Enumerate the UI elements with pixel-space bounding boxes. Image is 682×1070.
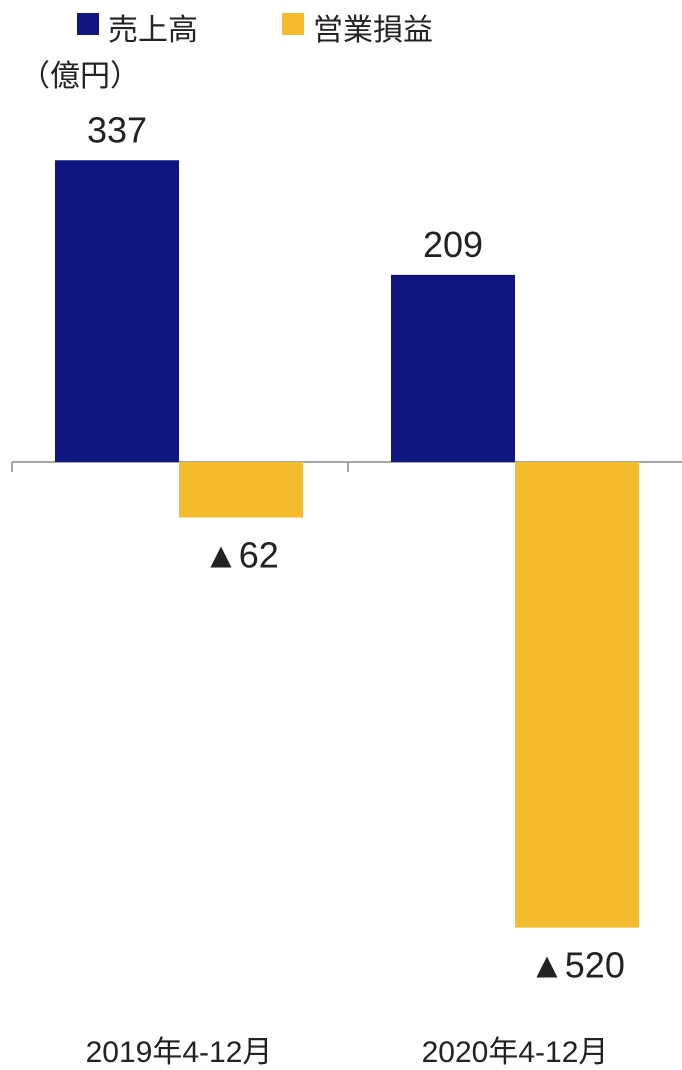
bar-operating-0 xyxy=(179,462,303,518)
bar-operating-1 xyxy=(515,462,639,928)
bar-sales-1 xyxy=(391,274,515,462)
value-labels: 337 ▲62 209 ▲520 xyxy=(87,109,625,985)
legend-label-sales: 売上高 xyxy=(108,14,198,47)
category-label-1: 2020年4-12月 xyxy=(422,1036,609,1069)
category-labels: 2019年4-12月 2020年4-12月 xyxy=(86,1036,609,1069)
data-label-operating-0: ▲62 xyxy=(203,535,279,576)
legend-label-operating: 営業損益 xyxy=(313,14,433,47)
bars xyxy=(55,160,639,928)
bar-sales-0 xyxy=(55,160,179,463)
legend-swatch-sales xyxy=(77,13,99,35)
data-label-sales-0: 337 xyxy=(87,109,147,150)
data-label-sales-1: 209 xyxy=(423,224,483,265)
legend-swatch-operating xyxy=(282,13,304,35)
category-label-0: 2019年4-12月 xyxy=(86,1036,273,1069)
data-label-operating-1: ▲520 xyxy=(529,945,625,986)
legend: 売上高 営業損益 xyxy=(77,13,433,47)
unit-label: （億円） xyxy=(20,60,140,93)
